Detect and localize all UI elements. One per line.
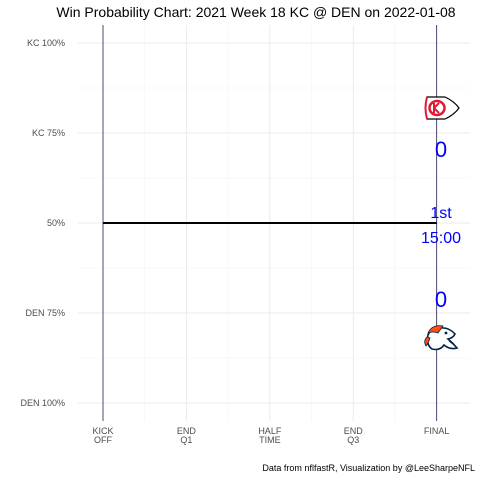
- x-tick-label: HALF TIME: [258, 426, 282, 445]
- quarter-label: 1st: [430, 205, 452, 222]
- chart-caption: Data from nflfastR, Visualization by @Le…: [262, 463, 475, 473]
- x-tick-label: END Q1: [177, 426, 197, 445]
- y-tick-label: KC 100%: [27, 38, 65, 48]
- y-tick-label: 50%: [47, 218, 65, 228]
- chart-title: Win Probability Chart: 2021 Week 18 KC @…: [56, 4, 455, 20]
- x-tick-label: KICK OFF: [93, 426, 114, 445]
- x-tick-label: FINAL: [424, 426, 450, 436]
- y-tick-labels: KC 100% KC 75% 50% DEN 75% DEN 100%: [20, 38, 65, 408]
- den-logo-icon: [424, 325, 459, 351]
- y-tick-label: KC 75%: [32, 128, 65, 138]
- y-tick-label: DEN 75%: [25, 308, 65, 318]
- home-score: 0: [435, 287, 447, 312]
- y-tick-label: DEN 100%: [20, 398, 65, 408]
- x-tick-label: END Q3: [344, 426, 364, 445]
- x-tick-labels: KICK OFF END Q1 HALF TIME END Q3 FINAL: [93, 426, 450, 445]
- away-score: 0: [435, 137, 447, 162]
- clock-label: 15:00: [421, 230, 461, 247]
- kc-logo-icon: [424, 96, 460, 120]
